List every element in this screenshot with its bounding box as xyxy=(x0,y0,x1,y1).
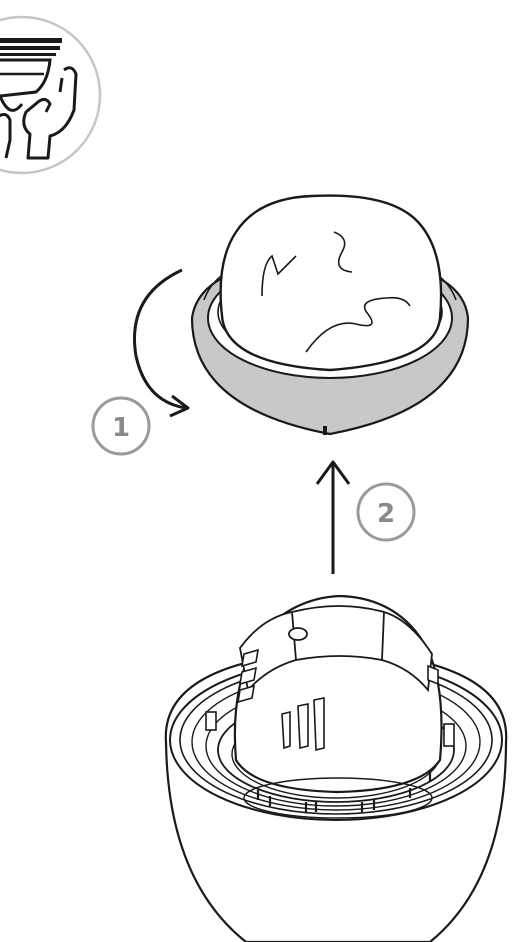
step-2-number: 2 xyxy=(377,499,395,529)
front-vent-slots xyxy=(281,697,325,752)
dome-cover xyxy=(190,194,470,436)
step-1-number: 1 xyxy=(112,413,130,443)
curved-rotation-arrow-icon xyxy=(133,268,190,418)
up-arrow-icon xyxy=(315,460,351,574)
dome-bubble xyxy=(219,194,443,372)
hands-holding-camera-icon xyxy=(0,15,102,175)
step-1-badge: 1 xyxy=(91,396,151,456)
mount-ring-slots xyxy=(256,772,432,812)
camera-housing xyxy=(164,594,508,942)
step-2-badge: 2 xyxy=(356,482,416,542)
